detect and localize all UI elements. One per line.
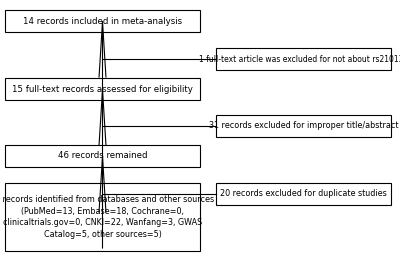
Bar xyxy=(216,115,391,137)
Bar xyxy=(5,78,200,100)
Bar xyxy=(216,183,391,205)
Bar xyxy=(5,145,200,167)
Text: 1 full-text article was excluded for not about rs210138: 1 full-text article was excluded for not… xyxy=(199,54,400,63)
Text: 46 records remained: 46 records remained xyxy=(58,151,147,161)
Text: 15 full-text records assessed for eligibility: 15 full-text records assessed for eligib… xyxy=(12,85,193,94)
Text: 20 records excluded for duplicate studies: 20 records excluded for duplicate studie… xyxy=(220,189,387,198)
Text: 14 records included in meta-analysis: 14 records included in meta-analysis xyxy=(23,16,182,25)
Text: 31 records excluded for improper title/abstract: 31 records excluded for improper title/a… xyxy=(209,122,398,131)
Text: 66 records identified from databases and other sources
(PubMed=13, Embase=18, Co: 66 records identified from databases and… xyxy=(0,195,214,239)
Bar xyxy=(5,10,200,32)
Bar xyxy=(216,48,391,70)
Bar xyxy=(5,183,200,251)
